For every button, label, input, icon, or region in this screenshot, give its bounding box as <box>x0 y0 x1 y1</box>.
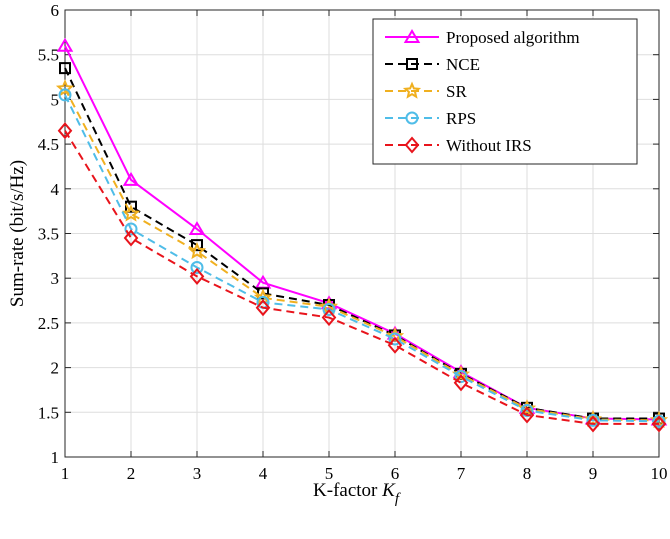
legend: Proposed algorithm NCE SR RPS Without IRS <box>372 18 638 165</box>
data-point-sr <box>187 241 207 260</box>
y-tick-label: 1.5 <box>38 403 59 422</box>
data-point-without-irs <box>585 415 601 433</box>
data-point-proposed-algorithm <box>56 37 74 52</box>
x-tick-label: 1 <box>61 464 70 483</box>
legend-item-proposed-algorithm: Proposed algorithm <box>385 28 580 47</box>
legend-marker-proposed-algorithm <box>403 29 421 43</box>
y-tick-label: 3 <box>51 269 60 288</box>
x-tick-label: 8 <box>523 464 532 483</box>
legend-label-without-irs: Without IRS <box>446 136 532 155</box>
x-tick-label: 9 <box>589 464 598 483</box>
data-point-nce <box>191 239 203 252</box>
x-tick-label: 6 <box>391 464 400 483</box>
legend-item-sr: SR <box>385 81 467 101</box>
data-point-rps <box>388 332 402 346</box>
y-tick-label: 4.5 <box>38 135 59 154</box>
data-point-without-irs <box>387 336 403 354</box>
data-point-without-irs <box>189 267 205 285</box>
data-point-rps <box>586 413 600 427</box>
data-point-sr <box>517 399 537 417</box>
data-point-without-irs <box>519 406 535 424</box>
data-point-proposed-algorithm <box>122 171 140 186</box>
y-tick-label: 2.5 <box>38 314 59 333</box>
series-without-irs <box>57 122 667 433</box>
x-axis-label: K-factor Kf <box>313 480 401 507</box>
data-point-rps <box>454 370 468 384</box>
legend-marker-rps <box>405 111 419 125</box>
data-point-rps <box>124 222 138 236</box>
legend-marker-sr <box>402 81 422 99</box>
y-tick-label: 4 <box>51 180 60 199</box>
axes: 1 2 3 4 5 6 7 8 9 10 1 1.5 2 2.5 3 3.5 4 4.5 5 5.5 6 <box>38 1 668 483</box>
legend-label-sr: SR <box>446 82 467 101</box>
data-point-sr <box>121 204 141 222</box>
x-tick-label: 2 <box>127 464 136 483</box>
series-line-proposed-algorithm <box>64 45 660 421</box>
legend-marker-nce <box>406 58 418 70</box>
x-tick-label: 3 <box>193 464 202 483</box>
data-point-without-irs <box>57 122 73 140</box>
y-tick-label: 1 <box>51 448 60 467</box>
data-point-without-irs <box>651 415 667 433</box>
y-tick-label: 2 <box>51 359 60 378</box>
data-point-proposed-algorithm <box>188 221 206 236</box>
data-point-rps <box>190 260 204 274</box>
legend-label-nce: NCE <box>446 55 480 74</box>
legend-label-proposed-algorithm: Proposed algorithm <box>446 28 580 47</box>
legend-marker-without-irs <box>404 136 420 154</box>
y-tick-label: 5.5 <box>38 46 59 65</box>
legend-item-nce: NCE <box>385 55 480 74</box>
series-line-rps <box>64 94 660 423</box>
data-point-rps <box>520 404 534 418</box>
x-tick-label: 5 <box>325 464 334 483</box>
data-point-nce <box>125 200 137 213</box>
axis-labels: K-factor Kf Sum-rate (bit/s/Hz) <box>7 160 401 507</box>
data-point-sr <box>55 79 75 97</box>
x-tick-label: 7 <box>457 464 466 483</box>
data-point-rps <box>58 88 72 102</box>
x-tick-label: 10 <box>651 464 668 483</box>
legend-label-rps: RPS <box>446 109 476 128</box>
series-layer <box>55 37 669 433</box>
data-point-without-irs <box>453 374 469 392</box>
data-point-rps <box>322 302 336 316</box>
data-point-without-irs <box>321 308 337 327</box>
data-point-without-irs <box>255 299 271 317</box>
data-point-nce <box>59 62 71 75</box>
data-point-proposed-algorithm <box>320 295 338 310</box>
legend-item-rps: RPS <box>385 109 476 128</box>
data-point-without-irs <box>123 229 139 247</box>
y-axis-label: Sum-rate (bit/s/Hz) <box>7 160 28 307</box>
legend-item-without-irs: Without IRS <box>385 136 532 155</box>
x-tick-label: 4 <box>259 464 268 483</box>
y-tick-label: 3.5 <box>38 225 59 244</box>
y-tick-label: 6 <box>51 1 60 20</box>
data-point-sr <box>451 365 471 383</box>
series-line-without-irs <box>64 130 659 425</box>
y-tick-label: 5 <box>51 90 60 109</box>
